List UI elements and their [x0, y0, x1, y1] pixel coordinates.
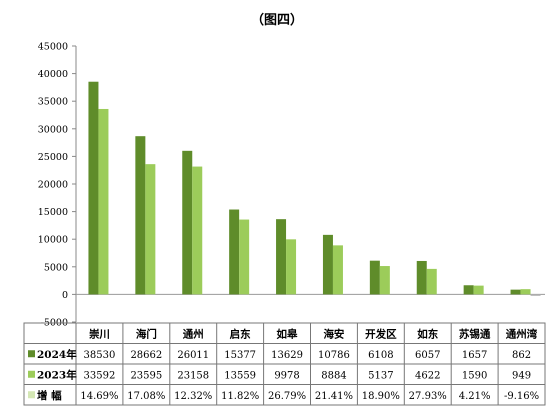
bar-series2 [332, 245, 343, 295]
table-cell: 38530 [84, 350, 116, 361]
table-cell: 13559 [224, 370, 256, 381]
table-cell: 5137 [368, 370, 393, 381]
table-cell: 13629 [271, 350, 303, 361]
figure-title: （图四） [250, 13, 303, 28]
table-cell: 28662 [130, 350, 162, 361]
bar-series1 [229, 209, 240, 295]
table-cell: 23158 [177, 370, 209, 381]
table-cell: 1657 [462, 350, 487, 361]
table-cell: 4622 [415, 370, 440, 381]
bar-series1 [463, 285, 474, 295]
table-cell: 11.82% [221, 391, 259, 402]
bar-series1 [510, 289, 521, 295]
table-cell: 26.79% [268, 391, 306, 402]
legend-swatch [28, 391, 35, 399]
category-label: 如皋 [277, 327, 298, 340]
bar-series2 [520, 289, 531, 295]
bar-series1 [182, 150, 193, 295]
table-cell: 9978 [274, 370, 299, 381]
row-label: 2023年 [37, 368, 77, 381]
row-label: 增 幅 [37, 389, 62, 402]
bar-series1 [88, 81, 99, 295]
category-label: 海安 [323, 327, 344, 340]
bar-series2 [473, 285, 484, 295]
bar-series1 [416, 260, 427, 295]
category-label: 启东 [230, 327, 251, 340]
category-label: 通州 [183, 328, 204, 340]
y-tick-label: 15000 [38, 207, 68, 218]
category-label: 海门 [136, 327, 157, 340]
table-cell: 8884 [321, 370, 346, 381]
table-cell: 14.69% [80, 391, 118, 402]
table-cell: 10786 [318, 350, 350, 361]
table-cell: 1590 [462, 370, 487, 381]
table-cell: 4.21% [459, 391, 491, 402]
y-tick-label: 0 [62, 290, 68, 301]
table-cell: 26011 [177, 350, 209, 361]
y-tick-label: 45000 [38, 42, 68, 53]
y-tick-label: 25000 [38, 152, 68, 163]
bar-series1 [135, 136, 146, 295]
table-cell: 17.08% [127, 391, 165, 402]
bar-series1 [369, 260, 380, 295]
y-tick-label: 30000 [38, 124, 68, 135]
y-tick-label: 20000 [38, 180, 68, 191]
category-label: 崇川 [89, 327, 110, 340]
bar-series2 [379, 266, 390, 295]
table-cell: 6108 [368, 350, 393, 361]
y-tick-label: 40000 [38, 69, 68, 80]
table-cell: 21.41% [315, 391, 353, 402]
legend-swatch [28, 370, 35, 378]
bar-series2 [426, 268, 437, 295]
table-cell: 15377 [224, 350, 256, 361]
table-cell: 18.90% [362, 391, 400, 402]
table-cell: 23595 [130, 370, 162, 381]
bar-series2 [286, 239, 297, 295]
table-cell: -9.16% [504, 391, 539, 402]
category-label: 如东 [417, 327, 438, 340]
table-cell: 949 [512, 370, 531, 381]
table-cell: 862 [512, 350, 531, 361]
table-cell: 27.93% [409, 391, 447, 402]
bar-series1 [276, 219, 287, 295]
bar-series1 [322, 234, 333, 295]
bar-series2 [192, 166, 203, 295]
y-tick-label: 35000 [38, 97, 68, 108]
table-cell: 6057 [415, 350, 440, 361]
bar-series3 [530, 294, 541, 296]
table-cell: 33592 [84, 370, 116, 381]
category-label: 开发区 [365, 327, 397, 340]
row-label: 2024年 [37, 348, 77, 361]
bar-series2 [239, 219, 250, 295]
bar-series2 [98, 108, 109, 295]
category-label: 通州湾 [506, 327, 538, 340]
table-cell: 12.32% [174, 391, 212, 402]
category-label: 苏锡通 [459, 327, 491, 340]
y-tick-label: 10000 [38, 235, 68, 246]
y-tick-label: 5000 [44, 262, 68, 273]
bar-series2 [145, 164, 156, 295]
legend-swatch [28, 350, 35, 358]
